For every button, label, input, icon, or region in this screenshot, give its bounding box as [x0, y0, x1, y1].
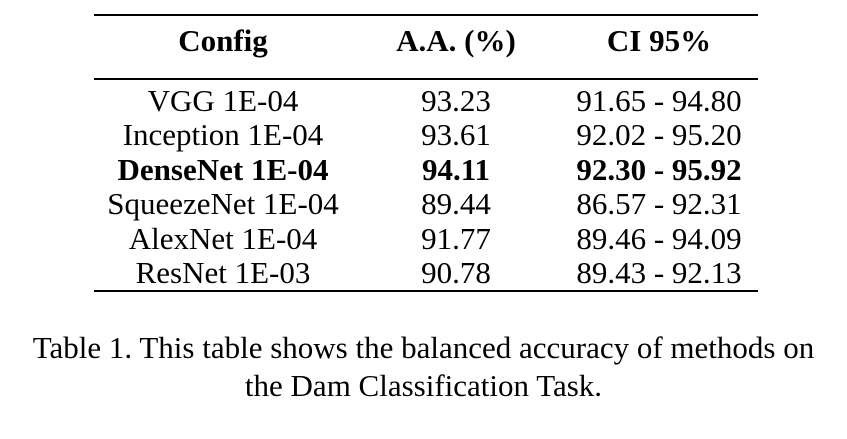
cell-confidence-interval: 89.46 - 94.09 [576, 220, 742, 256]
cell-confidence-interval: 92.02 - 95.20 [576, 117, 742, 153]
cell-config: Inception 1E-04 [122, 117, 324, 153]
cell-balanced-accuracy: 93.61 [421, 117, 491, 153]
table-row: Inception 1E-04 93.61 92.02 - 95.20 [94, 118, 758, 152]
table-header-rule [94, 78, 758, 80]
cell-config: ResNet 1E-03 [135, 255, 311, 290]
table-row: SqueezeNet 1E-04 89.44 86.57 - 92.31 [94, 187, 758, 221]
table-header-row: Config A.A. (%) CI 95% [94, 24, 758, 58]
table-caption: Table 1. This table shows the balanced a… [0, 329, 847, 405]
table-top-rule [94, 14, 758, 16]
table-bottom-rule [94, 290, 758, 292]
table-row: ResNet 1E-03 90.78 89.43 - 92.13 [94, 256, 758, 290]
cell-config: AlexNet 1E-04 [128, 220, 318, 256]
table-row: AlexNet 1E-04 91.77 89.46 - 94.09 [94, 220, 758, 256]
caption-line-2: the Dam Classification Task. [244, 368, 603, 403]
cell-confidence-interval: 86.57 - 92.31 [576, 186, 742, 222]
cell-confidence-interval: 92.30 - 95.92 [576, 151, 742, 187]
cell-balanced-accuracy: 91.77 [421, 220, 491, 256]
header-confidence-interval: CI 95% [606, 23, 712, 58]
cell-balanced-accuracy: 93.23 [421, 83, 491, 118]
cell-confidence-interval: 91.65 - 94.80 [576, 83, 742, 118]
header-balanced-accuracy: A.A. (%) [396, 23, 516, 58]
cell-confidence-interval: 89.43 - 92.13 [576, 255, 742, 290]
cell-config: DenseNet 1E-04 [117, 151, 329, 187]
cell-config: SqueezeNet 1E-04 [107, 186, 339, 222]
cell-balanced-accuracy: 94.11 [421, 151, 491, 187]
cell-balanced-accuracy: 89.44 [421, 186, 491, 222]
table-row: DenseNet 1E-04 94.11 92.30 - 95.92 [94, 151, 758, 187]
cell-config: VGG 1E-04 [147, 83, 299, 118]
header-config: Config [178, 23, 268, 58]
cell-balanced-accuracy: 90.78 [421, 255, 491, 290]
table-row: VGG 1E-04 93.23 91.65 - 94.80 [94, 84, 758, 118]
caption-line-1: Table 1. This table shows the balanced a… [32, 330, 815, 365]
